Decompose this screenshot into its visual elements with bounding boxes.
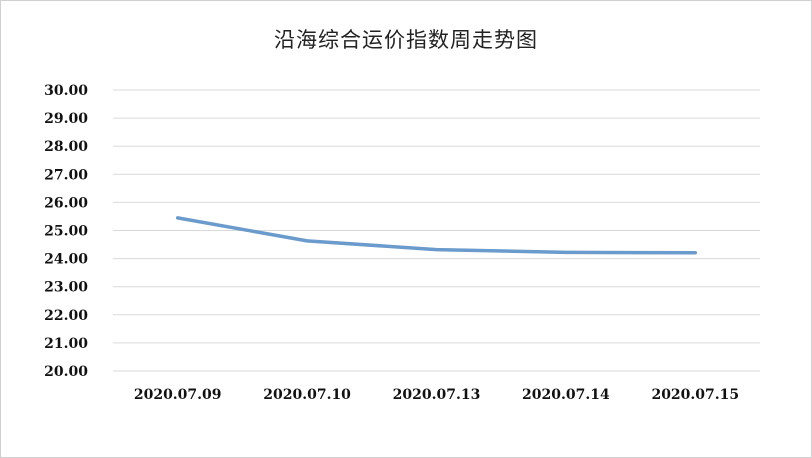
grid-lines — [113, 89, 760, 372]
x-axis-ticks: 2020.07.09 2020.07.10 2020.07.13 2020.07.14… — [134, 387, 739, 403]
y-tick-label: 27.00 — [44, 167, 88, 183]
x-tick-label: 2020.07.15 — [651, 387, 739, 403]
y-tick-label: 30.00 — [44, 83, 88, 99]
x-tick-label: 2020.07.14 — [522, 387, 610, 403]
y-tick-label: 25.00 — [44, 224, 88, 240]
data-point — [305, 239, 309, 243]
y-tick-label: 20.00 — [44, 364, 88, 380]
chart-title: 沿海综合运价指数周走势图 — [274, 28, 538, 52]
y-tick-label: 23.00 — [44, 280, 88, 296]
y-tick-label: 21.00 — [44, 336, 88, 352]
series-line — [175, 216, 698, 255]
data-point — [693, 251, 697, 255]
data-point — [564, 250, 568, 254]
y-tick-label: 28.00 — [44, 139, 88, 155]
x-tick-label: 2020.07.13 — [393, 387, 481, 403]
x-tick-label: 2020.07.10 — [263, 387, 351, 403]
x-tick-label: 2020.07.09 — [134, 387, 222, 403]
y-tick-label: 29.00 — [44, 111, 88, 127]
y-axis-ticks: 20.00 21.00 22.00 23.00 24.00 25.00 26.00 27.00… — [44, 83, 88, 380]
data-point — [176, 216, 180, 220]
data-point — [435, 248, 438, 252]
series-layer — [175, 216, 698, 255]
y-tick-label: 26.00 — [44, 195, 88, 211]
y-tick-label: 24.00 — [44, 252, 88, 268]
y-tick-label: 22.00 — [44, 308, 88, 324]
